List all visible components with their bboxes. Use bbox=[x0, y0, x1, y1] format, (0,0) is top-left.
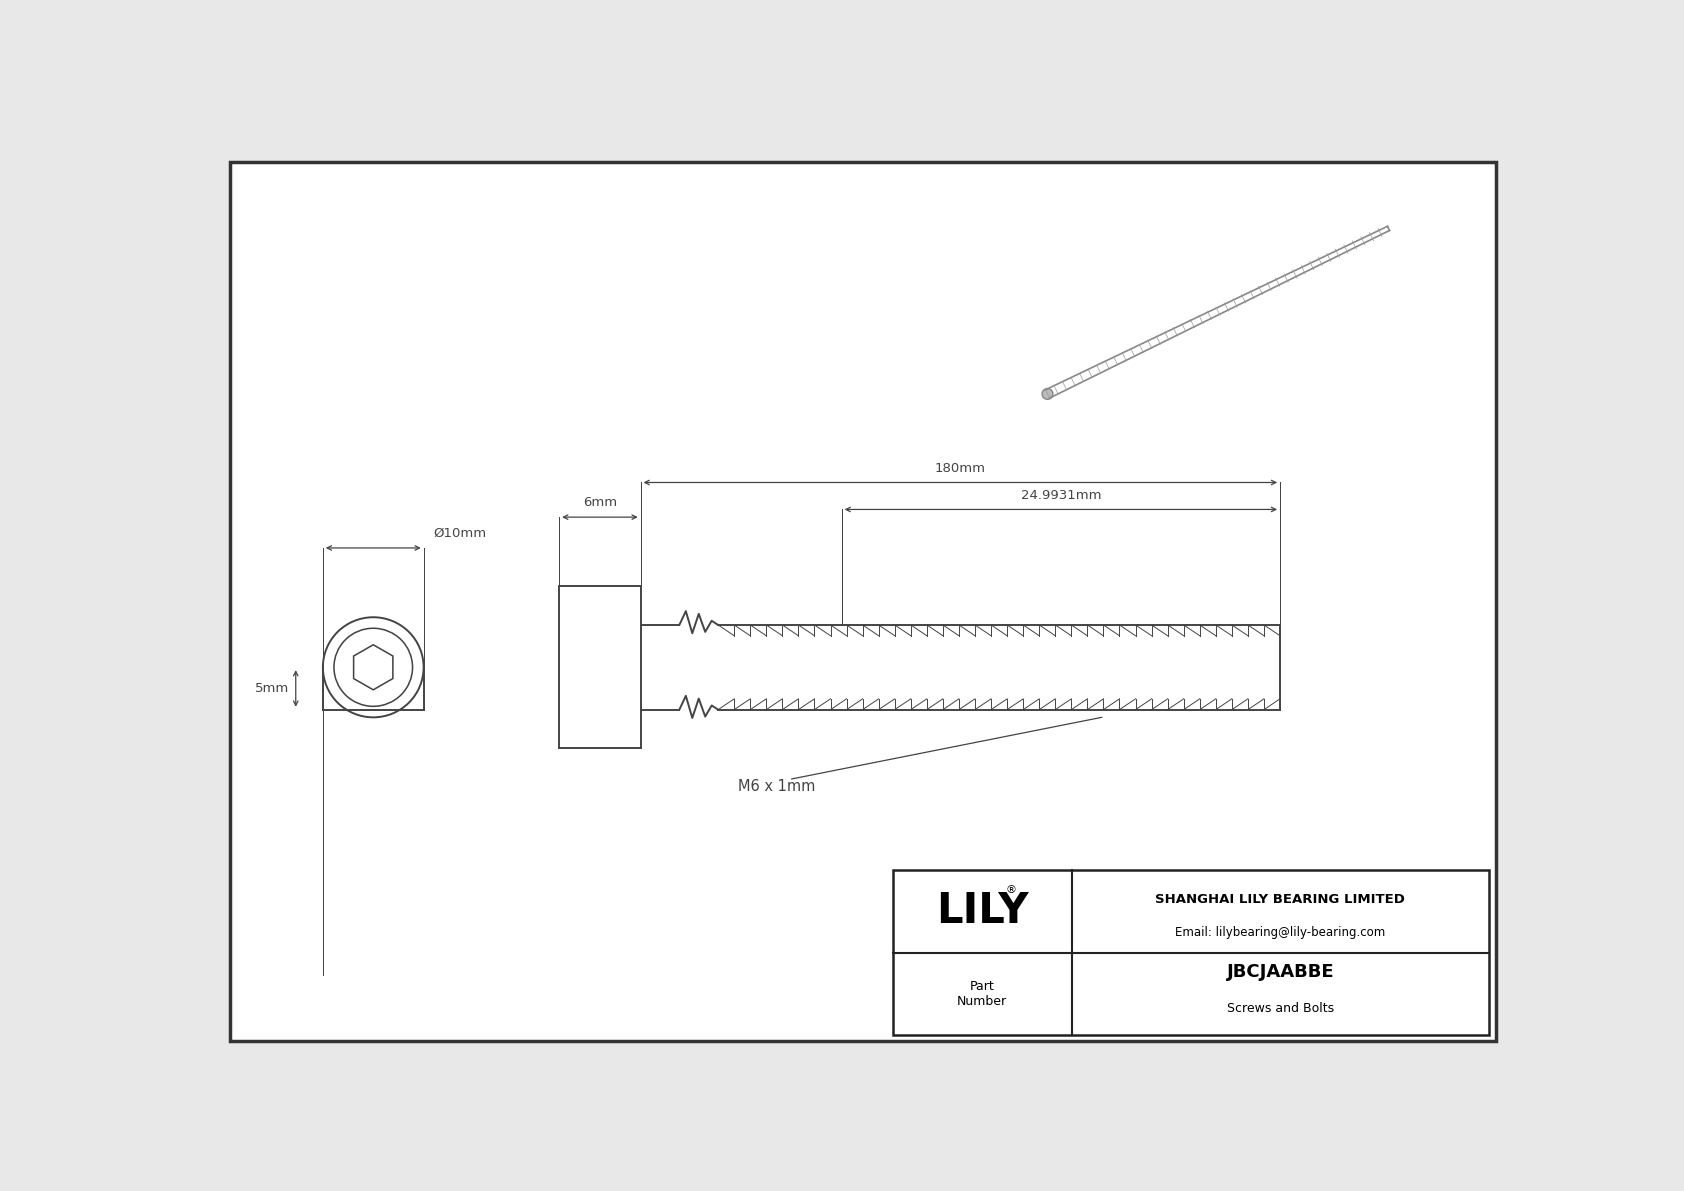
Text: Email: lilybearing@lily-bearing.com: Email: lilybearing@lily-bearing.com bbox=[1175, 927, 1386, 940]
Text: SHANGHAI LILY BEARING LIMITED: SHANGHAI LILY BEARING LIMITED bbox=[1155, 893, 1406, 906]
Text: Part
Number: Part Number bbox=[957, 980, 1007, 1008]
Text: 180mm: 180mm bbox=[935, 462, 985, 475]
Text: Ø10mm: Ø10mm bbox=[433, 528, 487, 541]
Text: 24.9931mm: 24.9931mm bbox=[1021, 488, 1101, 501]
Text: Screws and Bolts: Screws and Bolts bbox=[1228, 1003, 1334, 1016]
FancyBboxPatch shape bbox=[231, 162, 1495, 1041]
Circle shape bbox=[1042, 388, 1052, 399]
Text: LILY: LILY bbox=[936, 890, 1029, 933]
Text: M6 x 1mm: M6 x 1mm bbox=[738, 779, 815, 794]
Text: 6mm: 6mm bbox=[583, 497, 616, 510]
FancyBboxPatch shape bbox=[893, 869, 1489, 1035]
Text: ®: ® bbox=[1005, 885, 1017, 894]
Text: JBCJAABBE: JBCJAABBE bbox=[1226, 964, 1334, 981]
Text: 5mm: 5mm bbox=[256, 682, 290, 696]
